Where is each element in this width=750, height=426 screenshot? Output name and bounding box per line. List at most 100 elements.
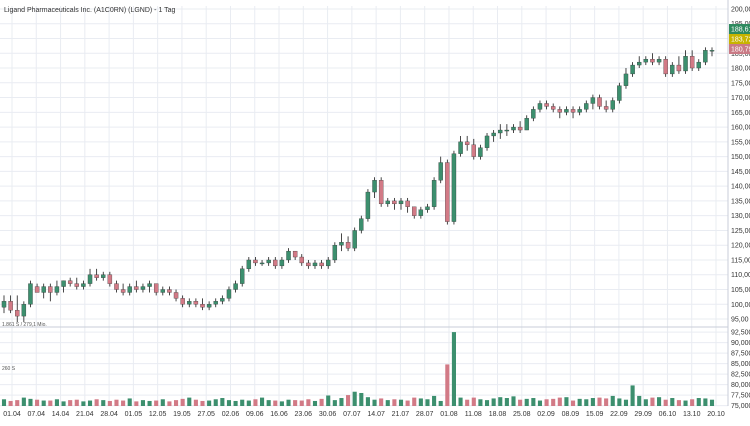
candle-body xyxy=(412,206,417,216)
candle-body xyxy=(484,135,490,148)
candle-body xyxy=(663,59,668,75)
volume-bar xyxy=(1,399,7,406)
volume-bar xyxy=(537,400,543,406)
candle-body xyxy=(378,180,384,205)
candle-body xyxy=(101,274,106,278)
candle-body xyxy=(153,283,159,293)
candle-body xyxy=(286,250,291,261)
volume-bar xyxy=(524,398,529,406)
candle-body xyxy=(703,50,708,63)
candle-body xyxy=(94,274,99,278)
candle-body xyxy=(332,245,338,261)
candle-body xyxy=(517,126,523,131)
time-tick-label: 12.05 xyxy=(149,411,167,418)
volume-bar xyxy=(418,398,423,406)
price-tick-label: 120,00 xyxy=(731,243,750,250)
candle-body xyxy=(61,280,66,287)
volume-bar xyxy=(412,397,417,406)
volume-bar xyxy=(610,395,615,406)
candle-body xyxy=(584,103,589,110)
candle-body xyxy=(74,283,79,287)
candle-body xyxy=(683,56,688,72)
candle-body xyxy=(458,141,463,154)
volume-bar xyxy=(339,398,344,406)
candle-body xyxy=(41,286,46,293)
volume-bar xyxy=(94,399,99,406)
candle-body xyxy=(180,298,185,305)
candle-body xyxy=(630,64,635,75)
volume-bar xyxy=(246,400,251,406)
volume-bar xyxy=(167,401,172,406)
volume-bar xyxy=(21,397,26,406)
volume-bar xyxy=(193,399,198,406)
volume-bar xyxy=(670,398,675,406)
price-badges: 188,61 183,72 180,79 xyxy=(729,24,750,54)
volume-bar xyxy=(564,397,569,406)
time-tick-label: 06.10 xyxy=(659,411,677,418)
time-tick-label: 01.04 xyxy=(3,411,21,418)
candle-body xyxy=(273,259,278,267)
volume-bar xyxy=(425,399,430,406)
price-tick-label: 185,00 xyxy=(731,51,750,58)
grid-lines xyxy=(0,6,728,407)
volume-tick-label: 77,500 xyxy=(731,393,750,400)
volume-bar xyxy=(101,400,106,406)
candle-body xyxy=(689,56,695,69)
time-tick-label: 28.07 xyxy=(416,411,434,418)
volume-bar xyxy=(87,400,93,406)
candle-body xyxy=(306,262,311,267)
candle-body xyxy=(193,301,199,305)
candle-body xyxy=(464,141,470,145)
volume-bar xyxy=(379,398,384,406)
time-tick-label: 19.05 xyxy=(173,411,191,418)
candle-body xyxy=(643,59,649,63)
time-tick-label: 15.09 xyxy=(586,411,604,418)
candle-body xyxy=(392,200,397,205)
volume-bar xyxy=(709,399,715,406)
volume-bar xyxy=(663,399,668,406)
volume-bar xyxy=(597,397,602,406)
time-tick-label: 25.08 xyxy=(513,411,531,418)
time-tick-label: 02.09 xyxy=(537,411,555,418)
volume-bar xyxy=(8,400,13,406)
volume-avg-label: 260 S xyxy=(2,366,16,372)
candle-body xyxy=(173,292,179,299)
candle-body xyxy=(206,304,212,308)
volume-bar xyxy=(319,398,324,406)
volume-bar xyxy=(471,397,476,406)
volume-bar xyxy=(299,400,304,406)
volume-bar xyxy=(690,399,695,406)
price-tick-label: 125,00 xyxy=(731,228,750,235)
candle-body xyxy=(87,274,93,284)
volume-bar xyxy=(478,399,483,406)
candle-body xyxy=(213,301,218,305)
volume-max-label: 1.861 S / 279,1 Mio. xyxy=(2,322,47,328)
candle-body xyxy=(233,283,238,290)
volume-bar xyxy=(637,395,642,406)
volume-bar xyxy=(220,398,225,406)
volume-tick-label: 90,000 xyxy=(731,340,750,347)
candle-body xyxy=(597,97,602,107)
volume-bar xyxy=(372,399,377,406)
price-tick-label: 135,00 xyxy=(731,198,750,205)
volume-bar xyxy=(604,398,609,406)
candle-body xyxy=(345,242,351,249)
volume-bar xyxy=(68,400,73,406)
candle-body xyxy=(405,200,410,207)
volume-bar xyxy=(544,399,549,406)
volume-bar xyxy=(451,332,456,406)
candle-body xyxy=(504,129,510,132)
volume-bar xyxy=(81,401,86,406)
price-tick-label: 170,00 xyxy=(731,95,750,102)
price-tick-label: 180,00 xyxy=(731,66,750,73)
candle-body xyxy=(418,209,424,216)
volume-bar xyxy=(127,398,132,406)
volume-bar xyxy=(577,398,582,406)
time-tick-label: 01.08 xyxy=(440,411,458,418)
price-badge-label: 188,61 xyxy=(731,27,750,34)
volume-bar xyxy=(630,385,635,406)
time-axis: 01.04 07.04 14.04 21.04 28.04 01.05 12.05 19.05… xyxy=(3,411,725,418)
volume-tick-label: 82,500 xyxy=(731,372,750,379)
volume-bar xyxy=(160,399,165,406)
